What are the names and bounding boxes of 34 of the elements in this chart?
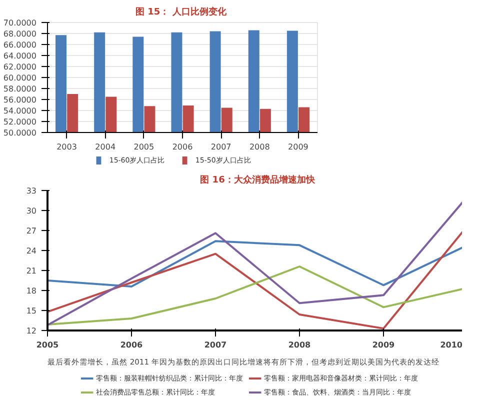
x-tick-label: 2006	[120, 340, 144, 350]
y-tick-label: 12	[26, 326, 37, 336]
y-tick-label: 56.0000	[3, 96, 37, 104]
x-tick-label: 2010	[440, 340, 463, 350]
y-tick-label: 30	[26, 206, 37, 216]
x-tick-label: 2007	[204, 340, 227, 350]
y-tick-label: 24	[26, 246, 37, 256]
x-tick-label: 2008	[249, 142, 270, 152]
x-tick-label: 2008	[288, 340, 312, 350]
y-tick-label: 70.0000	[3, 18, 37, 28]
x-tick-label: 2009	[372, 340, 396, 350]
x-tick-label: 2009	[288, 142, 308, 152]
y-tick-label: 33	[26, 186, 37, 196]
y-tick-label: 21	[26, 266, 37, 276]
chart-title: 图 16：大众消费品增速加快	[200, 174, 316, 186]
x-tick-label: 2005	[134, 142, 154, 152]
y-tick-label: 58.0000	[3, 84, 37, 94]
y-tick-label: 66.0000	[3, 40, 37, 50]
y-tick-label: 54.0000	[3, 106, 37, 116]
x-tick-label: 2003	[56, 142, 77, 152]
y-tick-label: 15	[26, 306, 37, 316]
y-tick-label: 60.0000	[3, 74, 37, 82]
y-tick-label: 27	[26, 226, 37, 236]
y-tick-label: 52.0000	[3, 118, 37, 126]
y-tick-label: 62.0000	[3, 62, 37, 72]
chart-title: 图 15： 人口比例变化	[136, 6, 228, 18]
x-tick-label: 2006	[172, 142, 193, 152]
x-tick-label: 2007	[210, 142, 232, 152]
y-tick-label: 68.0000	[3, 30, 37, 38]
x-tick-label: 2005	[36, 340, 60, 350]
x-tick-label: 2004	[95, 142, 116, 152]
y-tick-label: 64.0000	[3, 52, 37, 60]
y-tick-label: 50.0000	[3, 128, 37, 138]
y-tick-label: 18	[26, 286, 37, 296]
